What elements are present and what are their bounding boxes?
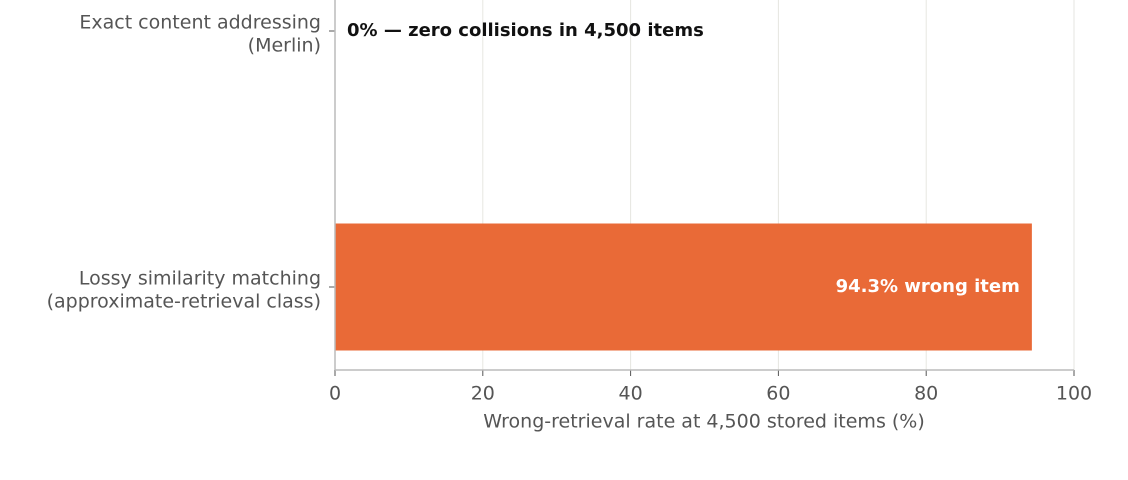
y-tick-label: Lossy similarity matching (approximate-re… <box>47 267 321 312</box>
x-tick-label: 80 <box>914 383 938 405</box>
x-tick-label: 20 <box>471 383 495 405</box>
data-label: 94.3% wrong item <box>836 276 1020 297</box>
data-label: 0% — zero collisions in 4,500 items <box>347 20 704 41</box>
x-axis-label: Wrong-retrieval rate at 4,500 stored ite… <box>483 411 925 433</box>
x-tick-label: 60 <box>766 383 790 405</box>
x-tick-label: 100 <box>1056 383 1092 405</box>
x-tick-label: 40 <box>619 383 643 405</box>
bar <box>335 223 1032 351</box>
x-tick-label: 0 <box>329 383 341 405</box>
y-tick-label: Exact content addressing (Merlin) <box>79 11 321 56</box>
